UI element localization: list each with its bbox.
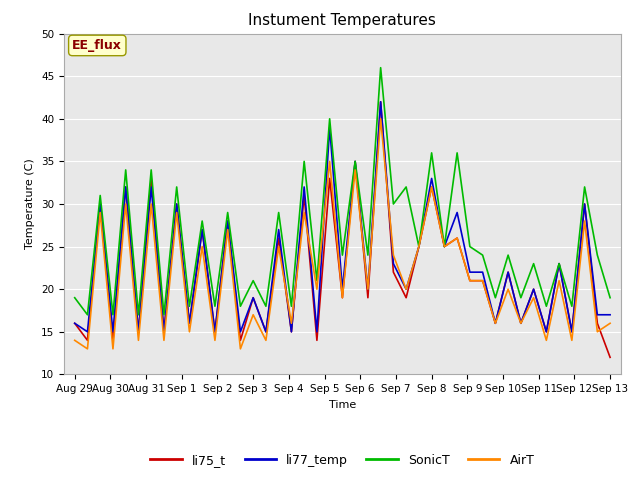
Legend: li75_t, li77_temp, SonicT, AirT: li75_t, li77_temp, SonicT, AirT xyxy=(145,449,540,472)
Title: Instument Temperatures: Instument Temperatures xyxy=(248,13,436,28)
Text: EE_flux: EE_flux xyxy=(72,39,122,52)
X-axis label: Time: Time xyxy=(329,400,356,409)
Y-axis label: Temperature (C): Temperature (C) xyxy=(26,158,35,250)
